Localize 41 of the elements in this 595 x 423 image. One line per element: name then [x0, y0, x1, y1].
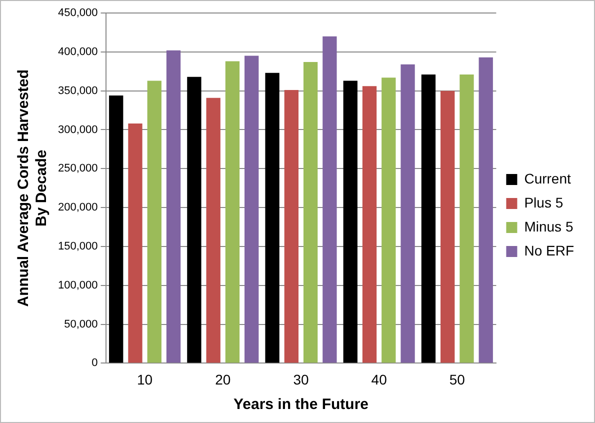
bar: [362, 86, 377, 363]
bar: [128, 124, 142, 363]
bar: [109, 95, 124, 363]
y-axis-title: Annual Average Cords Harvested By Decade: [15, 69, 50, 307]
bar: [460, 74, 474, 363]
y-tick-label: 150,000: [58, 240, 98, 252]
y-tick-label: 400,000: [58, 46, 98, 58]
y-tick-label: 0: [92, 357, 98, 370]
bar: [244, 56, 259, 363]
bar: [421, 74, 436, 363]
bar: [382, 78, 396, 363]
y-tick-label: 250,000: [58, 162, 98, 175]
legend-label: Plus 5: [524, 194, 564, 210]
bar: [187, 76, 202, 363]
x-tick-label: 10: [137, 371, 153, 388]
bar: [343, 80, 358, 363]
bar: [206, 98, 220, 363]
bar: [225, 61, 240, 363]
bar: [478, 57, 493, 363]
legend-label: Current: [524, 170, 572, 186]
x-tick-label: 50: [449, 371, 466, 388]
bar: [322, 36, 337, 363]
legend-label: No ERF: [524, 242, 574, 258]
y-tick-label: 200,000: [58, 202, 98, 214]
bar: [147, 80, 162, 363]
y-tick-label: 100,000: [58, 279, 98, 292]
bar: [265, 72, 280, 363]
bar: [440, 90, 455, 363]
bar: [400, 64, 415, 363]
bar: [284, 90, 298, 363]
y-tick-label: 50,000: [64, 318, 98, 330]
bar: [303, 62, 318, 363]
x-tick-label: 30: [293, 371, 309, 388]
x-tick-label: 20: [215, 371, 231, 388]
y-tick-label: 300,000: [58, 124, 98, 136]
bar: [166, 50, 181, 363]
y-tick-label: 450,000: [58, 7, 98, 20]
x-tick-label: 40: [371, 371, 388, 388]
x-axis-title: Years in the Future: [233, 396, 369, 414]
y-tick-label: 350,000: [58, 84, 98, 97]
legend-label: Minus 5: [524, 218, 574, 234]
